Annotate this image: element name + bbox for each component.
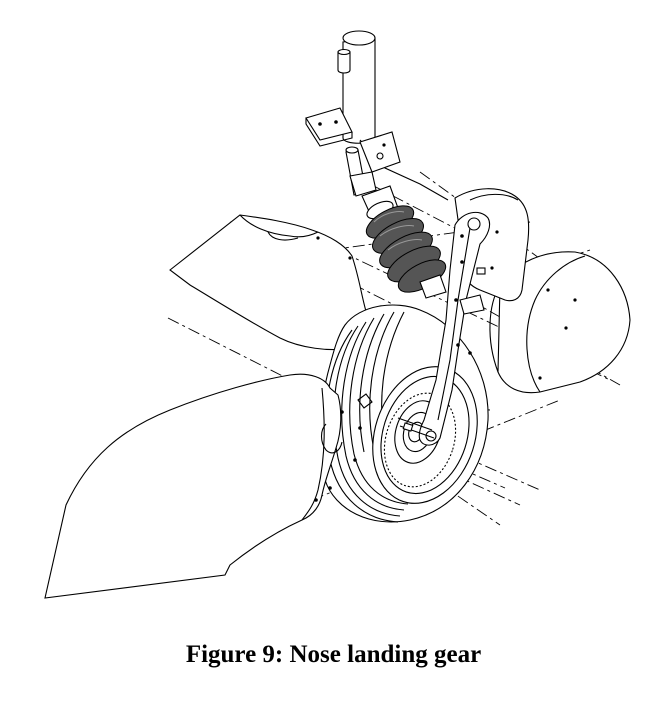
shock-upper-link [345, 146, 377, 197]
upper-mount-bracket [305, 107, 401, 173]
fork-leg [418, 211, 491, 446]
bungee-shock-absorber [361, 185, 447, 299]
axle-hub [397, 417, 435, 439]
steering-column [337, 30, 449, 201]
figure-caption: Figure 9: Nose landing gear [185, 641, 482, 668]
nose-tire [319, 304, 489, 523]
nose-landing-gear-drawing [44, 30, 631, 599]
lower-wheel-fairing [44, 373, 373, 599]
upper-cowl-fairing [169, 214, 369, 351]
